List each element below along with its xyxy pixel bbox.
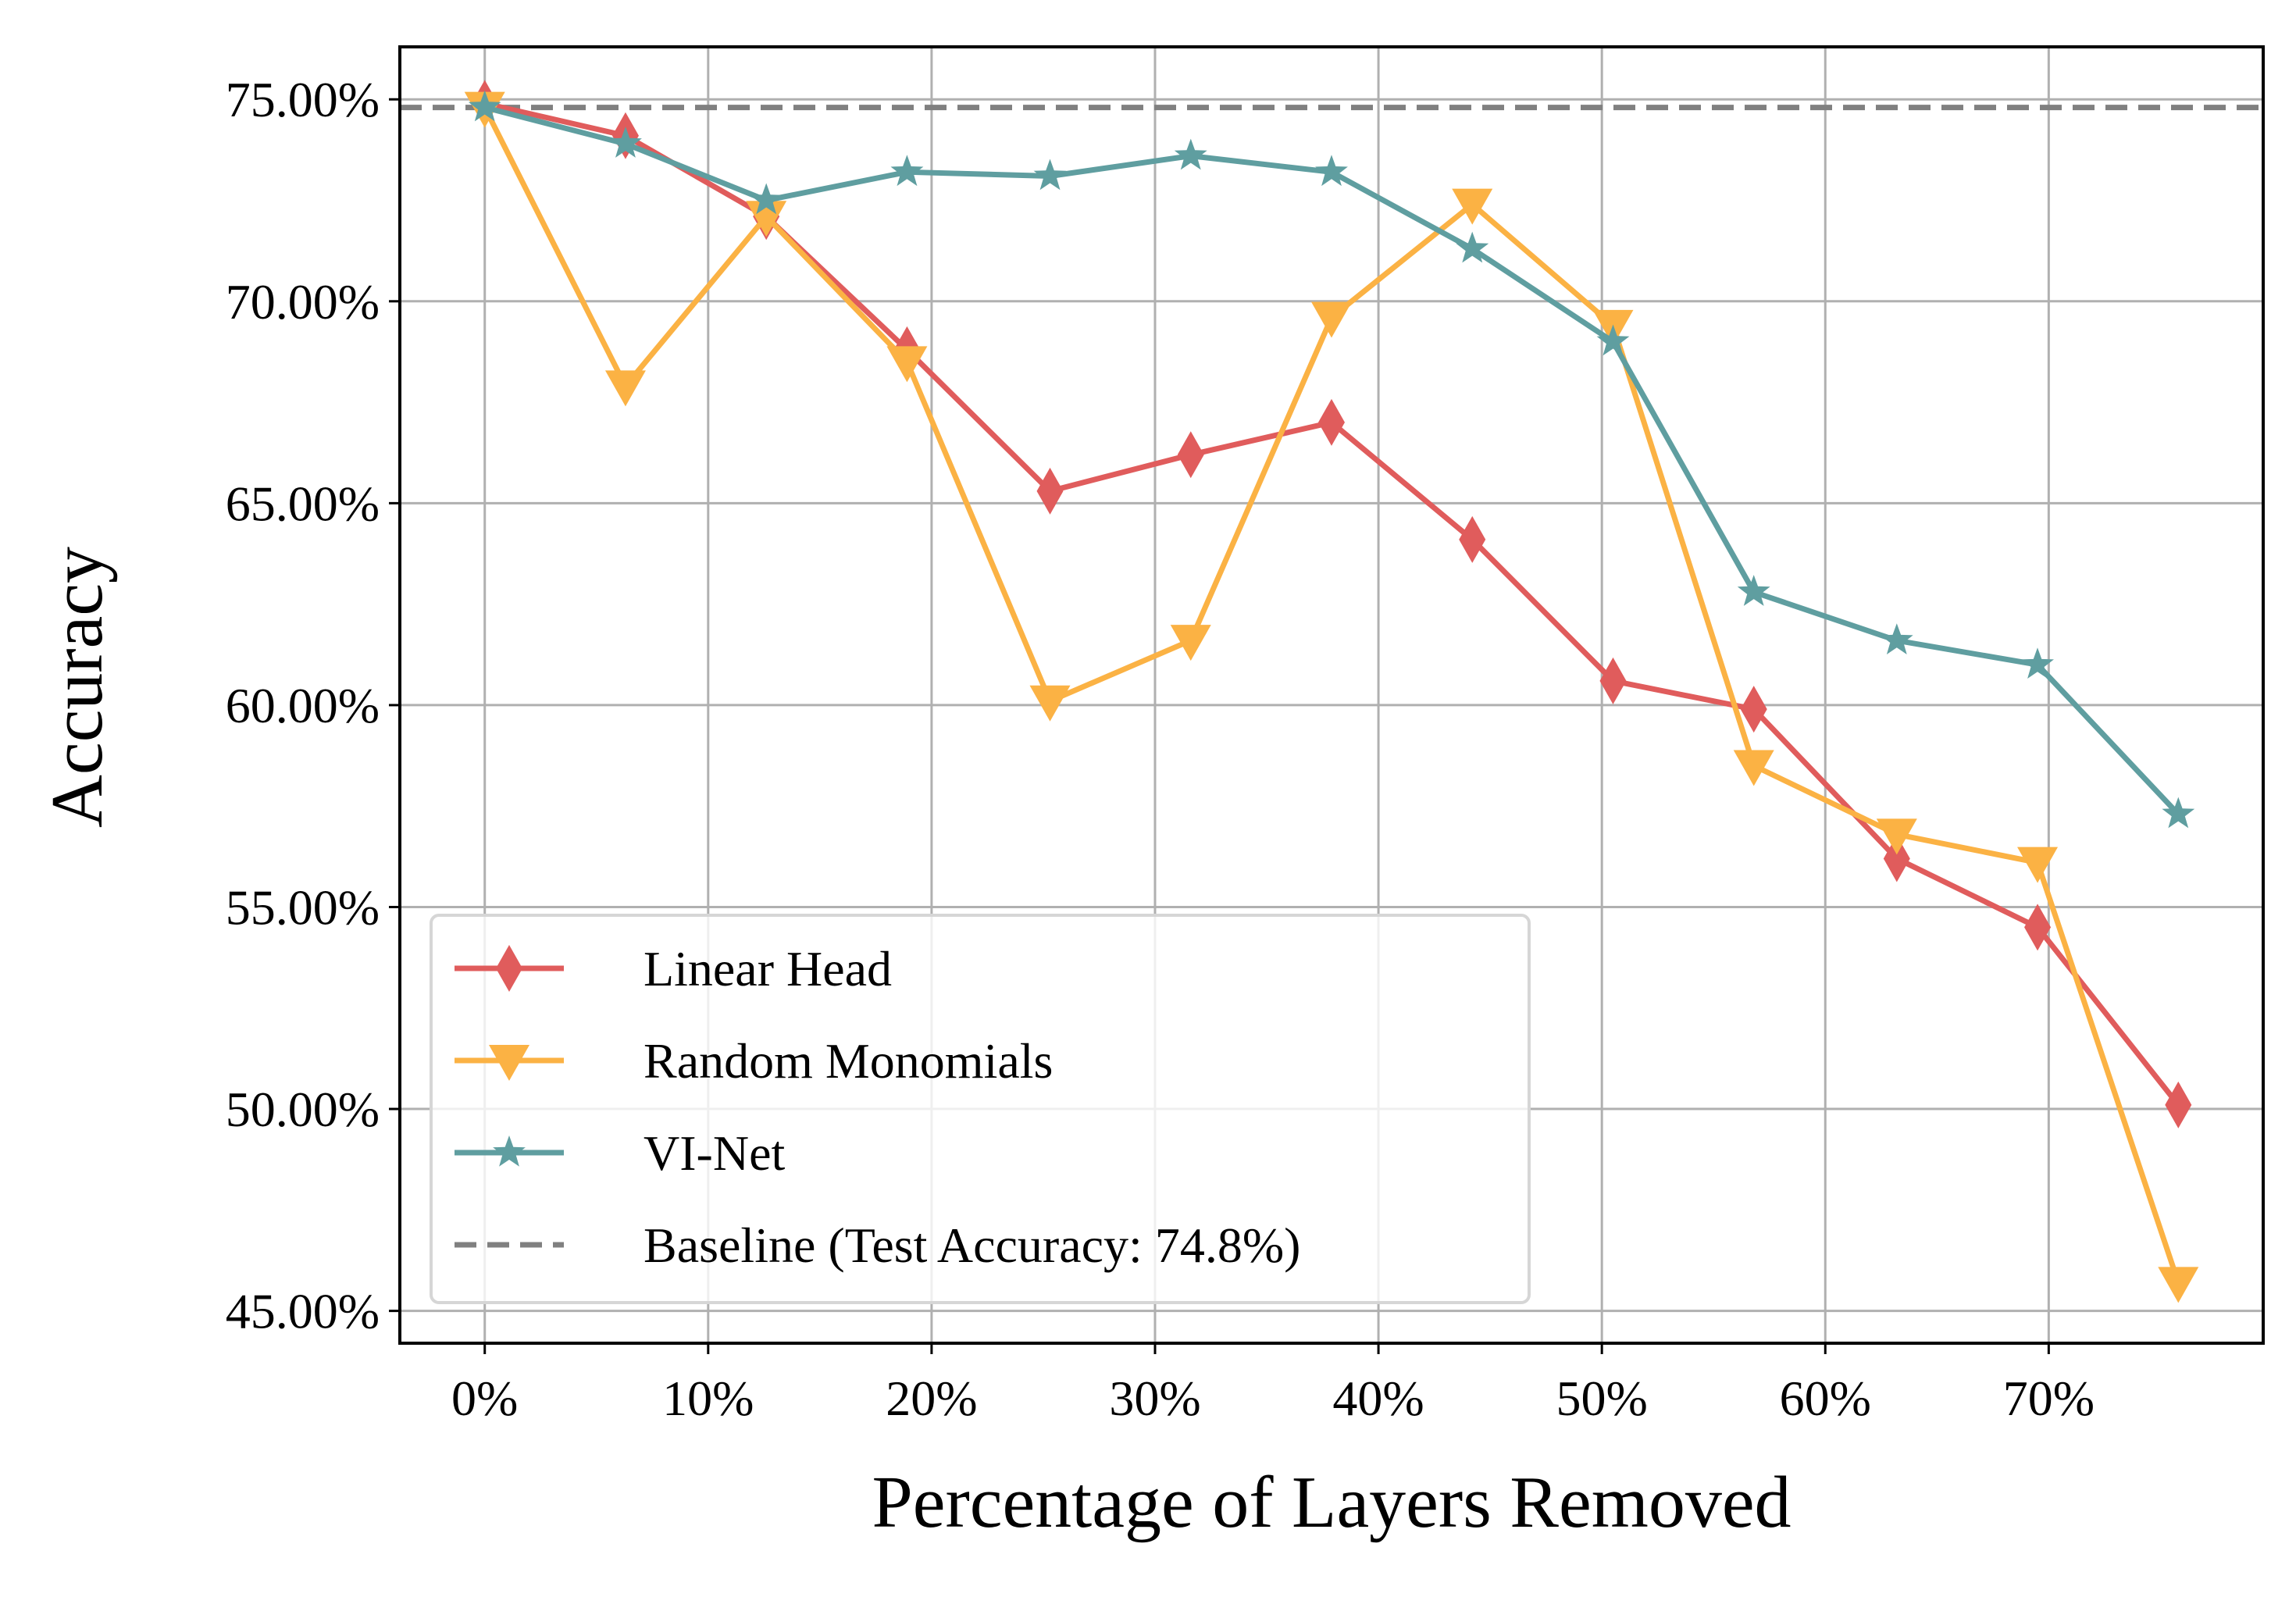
data-point — [746, 201, 787, 237]
legend-box — [430, 914, 1531, 1304]
data-point — [1170, 625, 1211, 661]
legend: Linear Head Random Monomials VI-Net Baselin… — [430, 914, 1531, 1304]
data-point — [890, 155, 924, 187]
data-point — [2024, 904, 2052, 951]
x-tick-label: 40% — [1332, 1371, 1424, 1426]
x-tick-label: 50% — [1556, 1371, 1648, 1426]
series-vi-net — [468, 90, 2195, 829]
plot-frame — [398, 45, 2265, 1345]
legend-item: Random Monomials — [455, 1033, 1053, 1089]
data-point — [1599, 657, 1627, 704]
y-tick-label: 55.00% — [226, 879, 380, 935]
legend-label: Linear Head — [644, 941, 892, 996]
data-point — [2021, 647, 2054, 679]
x-tick-label: 0% — [451, 1371, 518, 1426]
data-point — [2158, 1267, 2199, 1303]
data-point — [1883, 835, 1910, 882]
data-point — [2165, 1081, 2192, 1128]
y-tick-label: 70.00% — [226, 274, 380, 330]
x-tick-label: 60% — [1780, 1371, 1871, 1426]
y-tick-label: 45.00% — [226, 1284, 380, 1339]
x-tick-label: 20% — [886, 1371, 977, 1426]
data-point — [1876, 818, 1917, 855]
legend-label: Baseline (Test Accuracy: 74.8%) — [644, 1217, 1300, 1273]
legend-label: Random Monomials — [644, 1033, 1053, 1089]
legend-marker — [489, 1045, 529, 1081]
x-tick-label: 70% — [2003, 1371, 2095, 1426]
legend-marker — [493, 1135, 526, 1167]
x-axis: 0% 10% 20% 30% 40% 50% 60% 70% — [451, 1343, 2095, 1426]
y-tick-label: 60.00% — [226, 678, 380, 733]
data-point — [1036, 467, 1064, 515]
data-point — [468, 90, 501, 122]
data-point — [1740, 686, 1767, 733]
data-point — [1459, 515, 1486, 563]
grid — [400, 47, 2263, 1343]
data-point — [1029, 685, 1071, 722]
data-point — [1737, 575, 1770, 606]
legend-marker — [496, 945, 522, 992]
y-tick-label: 65.00% — [226, 476, 380, 531]
y-axis-title: Accuracy — [37, 547, 118, 828]
data-point — [886, 346, 928, 383]
series-line — [483, 105, 2180, 816]
data-point — [1318, 398, 1345, 446]
y-tick-label: 50.00% — [226, 1082, 380, 1137]
data-point — [1880, 623, 1913, 654]
x-axis-title: Percentage of Layers Removed — [872, 1462, 1791, 1543]
data-point — [1177, 431, 1204, 479]
data-point — [1174, 138, 1207, 170]
data-point — [2017, 847, 2059, 883]
y-tick-label: 75.00% — [226, 72, 380, 127]
data-point — [2162, 797, 2195, 829]
y-axis: 45.00% 50.00% 55.00% 60.00% 65.00% 70.00% 75.0… — [226, 72, 400, 1339]
series-random-monomials — [464, 91, 2199, 1303]
data-point — [1596, 324, 1630, 356]
data-point — [1733, 750, 1774, 786]
series-layer — [464, 80, 2199, 1303]
x-tick-label: 10% — [662, 1371, 754, 1426]
data-point — [1033, 159, 1067, 191]
data-point — [1452, 188, 1493, 225]
data-point — [750, 183, 783, 215]
data-point — [1311, 301, 1352, 338]
legend-item: Baseline (Test Accuracy: 74.8%) — [455, 1217, 1300, 1273]
data-point — [1456, 231, 1489, 263]
legend-item: Linear Head — [455, 941, 892, 996]
legend-item: VI-Net — [455, 1125, 785, 1181]
x-tick-label: 30% — [1109, 1371, 1200, 1426]
data-point — [609, 127, 642, 158]
legend-label: VI-Net — [644, 1125, 785, 1181]
data-point — [1315, 155, 1348, 187]
data-point — [604, 370, 646, 407]
